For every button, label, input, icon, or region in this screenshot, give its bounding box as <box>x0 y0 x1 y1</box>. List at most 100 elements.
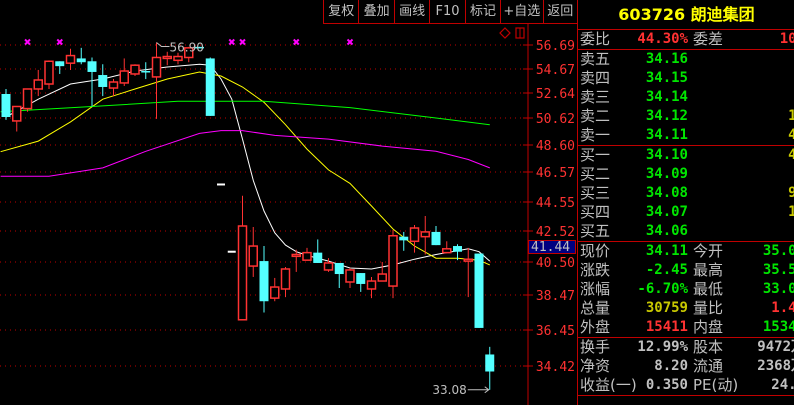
price-tick-label: 42.52 <box>536 225 575 240</box>
stock-title: 603726 朗迪集团 <box>578 0 794 30</box>
stat-label: PE(动) <box>693 376 739 394</box>
candle-body <box>76 58 86 63</box>
restore-rights-button[interactable]: 复权 <box>323 0 358 23</box>
fundamental-row: 净资 8.20 流通 2368万 <box>578 357 794 376</box>
order-price: 34.11 <box>645 127 688 143</box>
stat-value: 30759 <box>645 300 688 316</box>
candle-body <box>205 58 215 116</box>
price-tick-label: 34.42 <box>536 360 575 375</box>
stat-label: 最高 <box>693 261 724 279</box>
fundamental-row: 换手 12.99% 股本 9472万 <box>578 338 794 357</box>
signal-marker-icon <box>293 38 300 46</box>
weibi-label: 委比 <box>580 30 611 48</box>
weicha-label: 委差 <box>693 30 724 48</box>
stat-label: 现价 <box>580 242 611 260</box>
signal-marker-icon <box>346 38 354 46</box>
candle-body <box>313 252 323 263</box>
fundamental-stats: 换手 12.99% 股本 9472万净资 8.20 流通 2368万收益(一) 0.350 PE… <box>578 338 794 396</box>
level-label: 买三 <box>580 184 611 202</box>
stat-row: 现价 34.11 今开 35.07 <box>578 242 794 261</box>
quote-stats: 现价 34.11 今开 35.07 涨跌 -2.45 最高 35.50 涨幅 -6.70% 最低 33… <box>578 242 794 338</box>
high-arrow-icon <box>156 42 170 48</box>
candle-body <box>388 235 398 287</box>
sell-orders: 卖五34.165卖四34.155卖三34.141卖二34.1210卖一34.11… <box>578 50 794 146</box>
stat-value: 33.08 <box>762 281 794 297</box>
candle-body <box>453 246 462 252</box>
stat-value: 35.50 <box>762 262 794 278</box>
high-price-label: 56.90 <box>170 41 204 55</box>
chart-toolbar: 复权 叠加 画线 F10 标记 +自选 返回 <box>323 0 577 24</box>
candle-body <box>12 105 22 122</box>
stat-label: 量比 <box>693 299 724 317</box>
order-volume: 15 <box>788 203 794 222</box>
candle-body <box>33 79 43 90</box>
stock-code: 603726 <box>618 5 686 24</box>
stat-label: 涨幅 <box>580 280 611 298</box>
candle-body <box>44 60 54 85</box>
order-price: 34.14 <box>645 89 688 105</box>
candle-body <box>442 248 452 254</box>
order-price: 34.10 <box>645 147 688 163</box>
candle-body <box>151 56 162 78</box>
overlay-button[interactable]: 叠加 <box>358 0 393 23</box>
stat-value: -2.45 <box>645 262 688 278</box>
candle-body <box>195 46 204 49</box>
stat-label: 今开 <box>693 242 724 260</box>
candle-body <box>485 354 495 372</box>
stat-row: 涨幅 -6.70% 最低 33.08 <box>578 280 794 299</box>
candle-body <box>119 70 129 84</box>
f10-button[interactable]: F10 <box>429 0 464 23</box>
candle-body <box>291 253 301 258</box>
stat-label: 总量 <box>580 299 611 317</box>
candle-body <box>237 225 248 321</box>
price-tick-label: 36.45 <box>536 324 575 339</box>
signal-marker-icon <box>239 38 246 46</box>
order-price: 34.15 <box>645 70 688 86</box>
stat-value: 35.07 <box>762 243 794 259</box>
candle-body <box>248 245 258 267</box>
candle-body <box>280 268 291 290</box>
signal-marker-icon <box>56 38 63 46</box>
candle-body <box>377 273 387 282</box>
moving-average-line <box>0 100 490 126</box>
candle-body <box>420 231 430 238</box>
diamond-icon[interactable] <box>499 27 511 39</box>
candle-body <box>345 269 355 283</box>
candle-body <box>141 71 151 73</box>
candle-body <box>108 81 119 89</box>
candle-body <box>65 54 76 64</box>
buy-order-row: 买三 34.08 95 <box>578 184 794 203</box>
stat-value: 1.45 <box>771 300 794 316</box>
level-label: 卖四 <box>580 69 611 87</box>
signal-marker-icon <box>228 38 235 46</box>
price-tick-label: 52.64 <box>536 87 575 102</box>
weibi-block: 委比 44.30% 委差 105 <box>578 30 794 50</box>
low-arrow-icon <box>467 386 490 394</box>
stat-label: 收益(一) <box>580 376 637 394</box>
mark-button[interactable]: 标记 <box>464 0 500 23</box>
stat-label: 换手 <box>580 338 611 356</box>
level-label: 卖一 <box>580 126 611 144</box>
stat-value: -6.70% <box>637 281 688 297</box>
order-volume: 10 <box>788 107 794 126</box>
back-button[interactable]: 返回 <box>542 0 577 23</box>
price-tick-label: 54.67 <box>536 63 575 78</box>
candle-body <box>474 253 484 328</box>
buy-order-row: 买一 34.10 40 <box>578 146 794 165</box>
candle-body <box>334 262 344 275</box>
draw-line-button[interactable]: 画线 <box>393 0 429 23</box>
candle-body <box>399 236 409 241</box>
stat-label: 最低 <box>693 280 724 298</box>
level-label: 买五 <box>580 222 611 240</box>
add-watchlist-button[interactable]: +自选 <box>500 0 542 23</box>
kline-chart[interactable]: 56.69 54.67 52.64 50.62 48.60 46.57 44.55 42.52… <box>0 0 578 405</box>
low-price-label: 33.08 <box>432 383 466 397</box>
stat-label: 外盘 <box>580 318 611 336</box>
price-tick-label: 44.55 <box>536 196 575 211</box>
candle-body <box>173 55 183 62</box>
